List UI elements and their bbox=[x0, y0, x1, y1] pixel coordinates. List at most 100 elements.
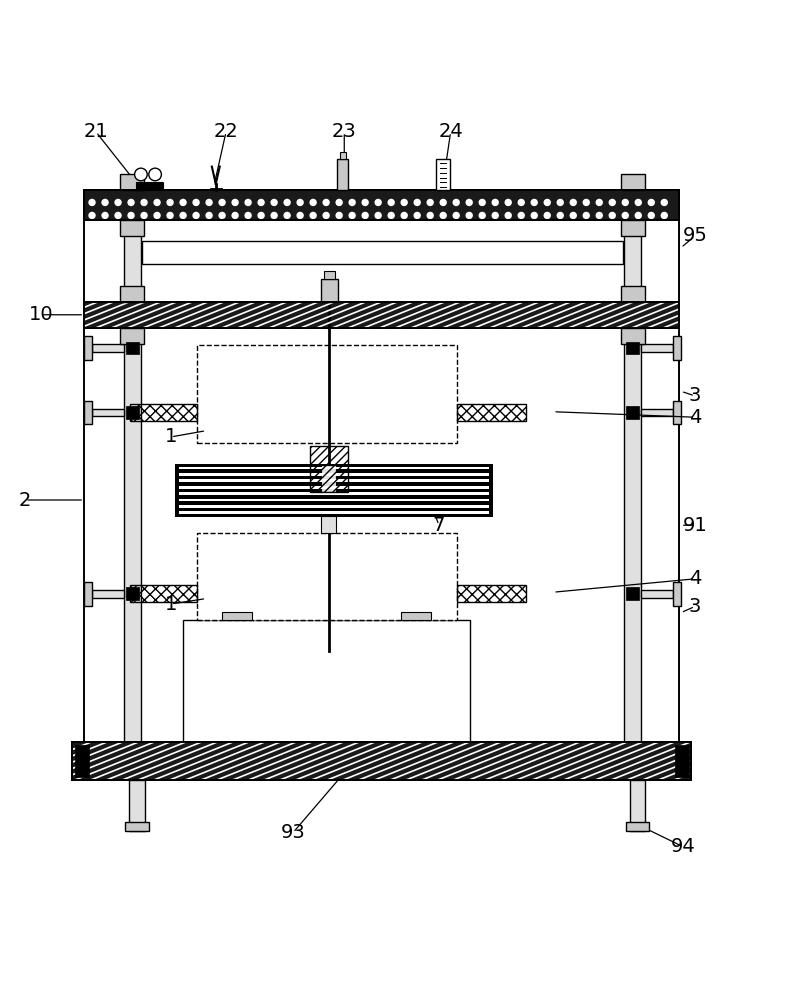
Circle shape bbox=[258, 212, 264, 218]
Circle shape bbox=[102, 199, 108, 205]
Bar bbox=[630, 780, 645, 831]
Circle shape bbox=[219, 212, 225, 218]
Circle shape bbox=[349, 212, 355, 218]
Circle shape bbox=[362, 199, 368, 205]
Bar bbox=[673, 401, 681, 424]
Bar bbox=[626, 342, 639, 354]
Bar bbox=[179, 492, 490, 495]
Bar bbox=[621, 286, 645, 302]
Circle shape bbox=[649, 199, 654, 205]
Circle shape bbox=[544, 199, 551, 205]
Bar bbox=[74, 745, 89, 777]
Circle shape bbox=[167, 199, 173, 205]
Bar bbox=[120, 220, 144, 236]
Bar bbox=[179, 467, 490, 469]
Bar bbox=[84, 190, 679, 220]
Text: 7: 7 bbox=[433, 516, 445, 535]
Bar bbox=[142, 241, 623, 264]
Bar bbox=[126, 406, 138, 419]
Circle shape bbox=[336, 212, 343, 218]
Bar bbox=[222, 612, 252, 620]
Circle shape bbox=[453, 212, 460, 218]
Circle shape bbox=[505, 212, 511, 218]
Text: 1: 1 bbox=[165, 427, 177, 446]
Text: 23: 23 bbox=[332, 122, 357, 141]
Bar bbox=[179, 511, 490, 514]
Bar bbox=[183, 620, 471, 742]
Bar bbox=[642, 590, 673, 598]
Circle shape bbox=[518, 212, 524, 218]
Circle shape bbox=[453, 199, 460, 205]
Circle shape bbox=[518, 199, 524, 205]
Bar bbox=[125, 822, 149, 831]
Text: 94: 94 bbox=[671, 837, 695, 856]
Circle shape bbox=[544, 212, 551, 218]
Circle shape bbox=[128, 199, 134, 205]
Circle shape bbox=[375, 212, 381, 218]
Text: 95: 95 bbox=[683, 226, 707, 245]
Bar bbox=[120, 328, 144, 344]
Circle shape bbox=[596, 199, 602, 205]
Bar bbox=[626, 587, 639, 600]
Text: 91: 91 bbox=[683, 516, 707, 535]
Text: 21: 21 bbox=[84, 122, 108, 141]
Bar bbox=[179, 505, 490, 508]
Circle shape bbox=[115, 212, 121, 218]
Text: 6: 6 bbox=[214, 490, 227, 510]
Circle shape bbox=[180, 212, 186, 218]
Circle shape bbox=[635, 199, 642, 205]
Circle shape bbox=[466, 212, 472, 218]
Circle shape bbox=[479, 212, 485, 218]
Circle shape bbox=[532, 199, 537, 205]
Circle shape bbox=[154, 212, 160, 218]
Bar bbox=[626, 406, 639, 419]
Circle shape bbox=[297, 199, 303, 205]
Text: 93: 93 bbox=[281, 823, 305, 842]
Circle shape bbox=[193, 199, 199, 205]
Circle shape bbox=[401, 212, 407, 218]
Bar bbox=[84, 336, 92, 360]
Circle shape bbox=[609, 199, 615, 205]
Circle shape bbox=[310, 199, 316, 205]
Circle shape bbox=[570, 199, 576, 205]
Circle shape bbox=[492, 212, 498, 218]
Circle shape bbox=[284, 199, 290, 205]
Bar bbox=[120, 286, 144, 302]
Bar bbox=[324, 271, 335, 279]
Circle shape bbox=[141, 199, 147, 205]
Circle shape bbox=[609, 212, 615, 218]
Bar bbox=[72, 742, 691, 780]
Circle shape bbox=[206, 199, 212, 205]
Text: 4: 4 bbox=[689, 569, 701, 588]
Text: 24: 24 bbox=[438, 122, 463, 141]
Circle shape bbox=[141, 212, 147, 218]
Text: 22: 22 bbox=[214, 122, 238, 141]
Circle shape bbox=[206, 212, 212, 218]
Bar bbox=[339, 152, 346, 159]
Bar bbox=[320, 516, 336, 533]
Bar bbox=[176, 465, 492, 516]
Bar bbox=[457, 404, 525, 421]
Circle shape bbox=[388, 199, 394, 205]
Circle shape bbox=[427, 199, 433, 205]
Bar bbox=[179, 473, 490, 476]
Circle shape bbox=[441, 212, 446, 218]
Circle shape bbox=[441, 199, 446, 205]
Circle shape bbox=[324, 212, 329, 218]
Circle shape bbox=[388, 212, 394, 218]
Circle shape bbox=[623, 212, 628, 218]
Bar bbox=[673, 336, 681, 360]
Bar bbox=[621, 174, 645, 190]
Bar bbox=[84, 401, 92, 424]
Bar bbox=[197, 533, 457, 620]
Circle shape bbox=[232, 212, 238, 218]
Bar bbox=[436, 159, 450, 190]
Bar bbox=[136, 182, 163, 190]
Circle shape bbox=[134, 168, 147, 181]
Circle shape bbox=[128, 212, 134, 218]
Bar bbox=[673, 582, 681, 606]
Circle shape bbox=[284, 212, 290, 218]
Circle shape bbox=[180, 199, 186, 205]
Circle shape bbox=[149, 168, 161, 181]
Circle shape bbox=[466, 199, 472, 205]
